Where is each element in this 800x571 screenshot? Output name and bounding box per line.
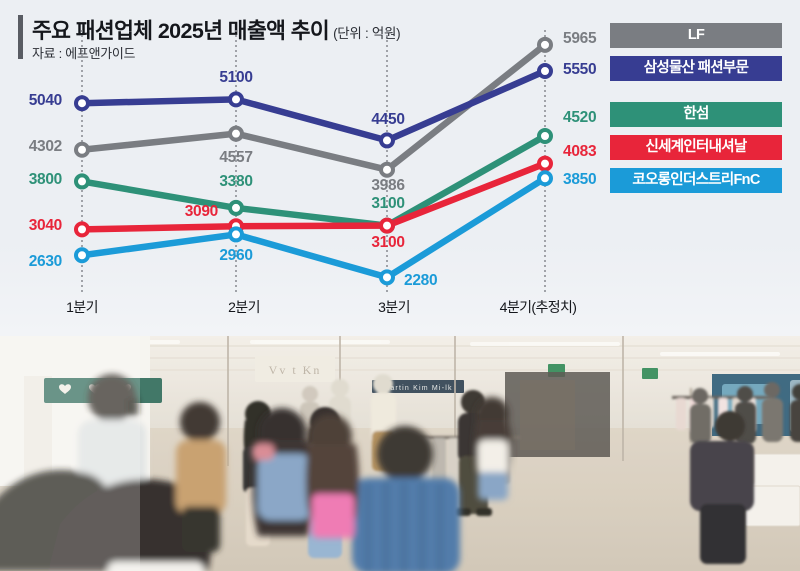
- data-point-marker[interactable]: [379, 161, 395, 178]
- data-point-label: 3040: [28, 217, 63, 234]
- legend-item-samsung[interactable]: 삼성물산 패션부문: [610, 56, 782, 81]
- svg-text:Martin Kim Mi-lk: Martin Kim Mi-lk: [383, 385, 452, 392]
- data-point-marker[interactable]: [379, 217, 395, 234]
- series-lines: [78, 41, 549, 281]
- legend-item-lf[interactable]: LF: [610, 23, 782, 48]
- data-point-label: 3100: [371, 195, 405, 212]
- data-point-marker[interactable]: [228, 226, 244, 243]
- data-point-label: 2960: [219, 247, 253, 264]
- legend-item-shinsegae[interactable]: 신세계인터내셔날: [610, 135, 782, 160]
- data-point-label: 3090: [184, 203, 219, 220]
- series-line[interactable]: [78, 132, 549, 229]
- legend-item-label: 한섬: [683, 106, 709, 122]
- series-line[interactable]: [78, 41, 549, 173]
- data-point-marker[interactable]: [74, 221, 90, 238]
- data-point-label: 3850: [563, 171, 597, 188]
- data-point-label: 4557: [219, 149, 253, 166]
- chart-unit-note: (단위 : 억원): [333, 26, 401, 41]
- data-point-label: 3800: [28, 171, 63, 188]
- data-point-label: 4520: [563, 109, 597, 126]
- data-point-marker[interactable]: [537, 170, 553, 187]
- data-point-marker[interactable]: [228, 91, 244, 108]
- data-point-label: 3986: [371, 177, 405, 194]
- quarter-guide-lines: [81, 30, 546, 292]
- legend-item-label: 신세계인터내셔날: [645, 139, 747, 155]
- x-axis-tick-1: 1분기: [66, 299, 98, 315]
- legend-item-label: 코오롱인더스트리FnC: [632, 172, 760, 188]
- series-line[interactable]: [78, 67, 549, 144]
- data-point-label: 5550: [563, 61, 597, 78]
- data-point-label: 5965: [563, 30, 597, 47]
- line-chart-plot: [74, 30, 553, 292]
- data-point-label: 5100: [219, 69, 253, 86]
- data-point-marker[interactable]: [537, 155, 553, 172]
- store-photo-illustration: Vv t Kn Martin Kim Mi-lk: [0, 336, 800, 571]
- store-photo: Vv t Kn Martin Kim Mi-lk: [0, 336, 800, 571]
- legend-item-label: 삼성물산 패션부문: [643, 60, 749, 76]
- data-point-label: 4450: [371, 111, 405, 128]
- chart-panel: 주요 패션업체 2025년 매출액 추이 (단위 : 억원) 자료 : 에프앤가이…: [0, 0, 800, 336]
- data-point-label: 5040: [28, 92, 63, 109]
- svg-text:Vv t Kn: Vv t Kn: [269, 363, 322, 377]
- chart-source: 자료 : 에프앤가이드: [32, 46, 136, 61]
- legend-item-hansae[interactable]: 한섬: [610, 102, 782, 127]
- data-point-marker[interactable]: [537, 63, 553, 80]
- legend-item-kolon[interactable]: 코오롱인더스트리FnC: [610, 168, 782, 193]
- data-point-marker[interactable]: [537, 128, 553, 144]
- x-axis-tick-3: 3분기: [378, 299, 410, 315]
- data-point-label: 3380: [219, 173, 253, 190]
- legend-item-label: LF: [687, 27, 705, 43]
- data-point-marker[interactable]: [537, 36, 553, 53]
- data-point-marker[interactable]: [228, 125, 244, 142]
- data-point-marker[interactable]: [74, 141, 90, 158]
- data-point-label: 2630: [28, 253, 63, 270]
- x-axis-tick-2: 2분기: [228, 299, 260, 315]
- data-point-label: 3100: [371, 234, 405, 251]
- series-line[interactable]: [78, 175, 549, 281]
- data-point-label: 4302: [28, 138, 63, 155]
- series-markers: [74, 36, 553, 286]
- title-accent-bar: [18, 15, 23, 59]
- data-point-marker[interactable]: [379, 132, 395, 149]
- chart-legend: LF 삼성물산 패션부문 한섬 신세계인터내셔날 코오롱인더스트리FnC: [0, 0, 800, 200]
- data-point-label: 4083: [563, 143, 597, 160]
- data-point-marker[interactable]: [74, 95, 90, 112]
- data-point-marker[interactable]: [74, 247, 90, 264]
- data-point-marker[interactable]: [74, 173, 90, 190]
- x-axis-tick-4: 4분기(추정치): [499, 299, 577, 315]
- series-line[interactable]: [78, 160, 549, 233]
- data-point-label: 2280: [404, 272, 438, 289]
- data-point-marker[interactable]: [379, 269, 395, 286]
- data-point-marker[interactable]: [228, 199, 244, 216]
